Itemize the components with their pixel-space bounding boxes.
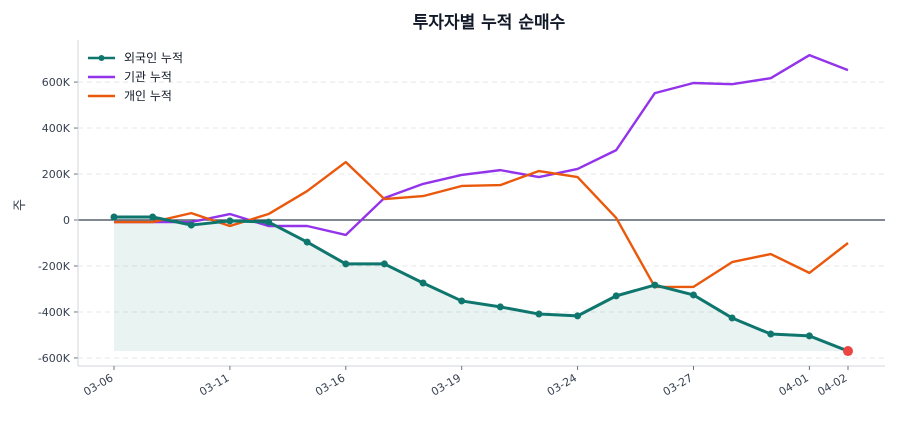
legend-marker [98,55,105,61]
data-point [110,213,118,221]
data-point [226,217,234,225]
x-tick-label: 03-24 [545,371,579,398]
last-point-marker [843,346,853,357]
y-tick-label: -400K [38,306,71,319]
data-point [458,297,466,305]
y-tick-label: 600K [42,76,71,89]
x-tick-label: 03-11 [197,371,231,398]
y-axis-label: 주 [13,199,28,211]
legend-label: 기관 누적 [124,70,172,84]
data-point [187,221,195,229]
y-tick-label: -200K [38,260,71,273]
data-point [535,310,543,318]
area-fill [114,217,848,352]
legend-label: 외국인 누적 [124,51,183,65]
x-tick-label: 04-01 [777,371,811,398]
series-line [114,160,849,289]
chart-title: 투자자별 누적 순매수 [413,13,566,33]
data-point [380,260,388,268]
y-tick-label: -600K [38,352,71,365]
x-tick-label: 04-02 [815,371,849,398]
series-line [114,215,849,353]
x-tick-label: 03-16 [313,371,347,398]
x-tick-label: 03-06 [81,371,115,398]
data-point [419,279,427,287]
data-point [805,332,813,340]
data-point [149,213,157,221]
data-point [651,281,659,289]
x-tick-label: 03-19 [429,371,463,398]
data-point [574,312,582,320]
x-tick-label: 03-27 [661,371,695,398]
data-point [612,292,620,300]
y-tick-label: 0 [63,214,70,227]
y-tick-label: 200K [42,168,71,181]
data-point [689,291,697,299]
data-point [496,303,504,311]
legend-label: 개인 누적 [124,89,172,103]
series-line [114,53,849,237]
data-point [342,260,350,268]
data-point [265,218,273,226]
data-point [303,238,311,246]
data-point [767,330,775,338]
data-point [728,314,736,322]
y-tick-label: 400K [42,122,71,135]
